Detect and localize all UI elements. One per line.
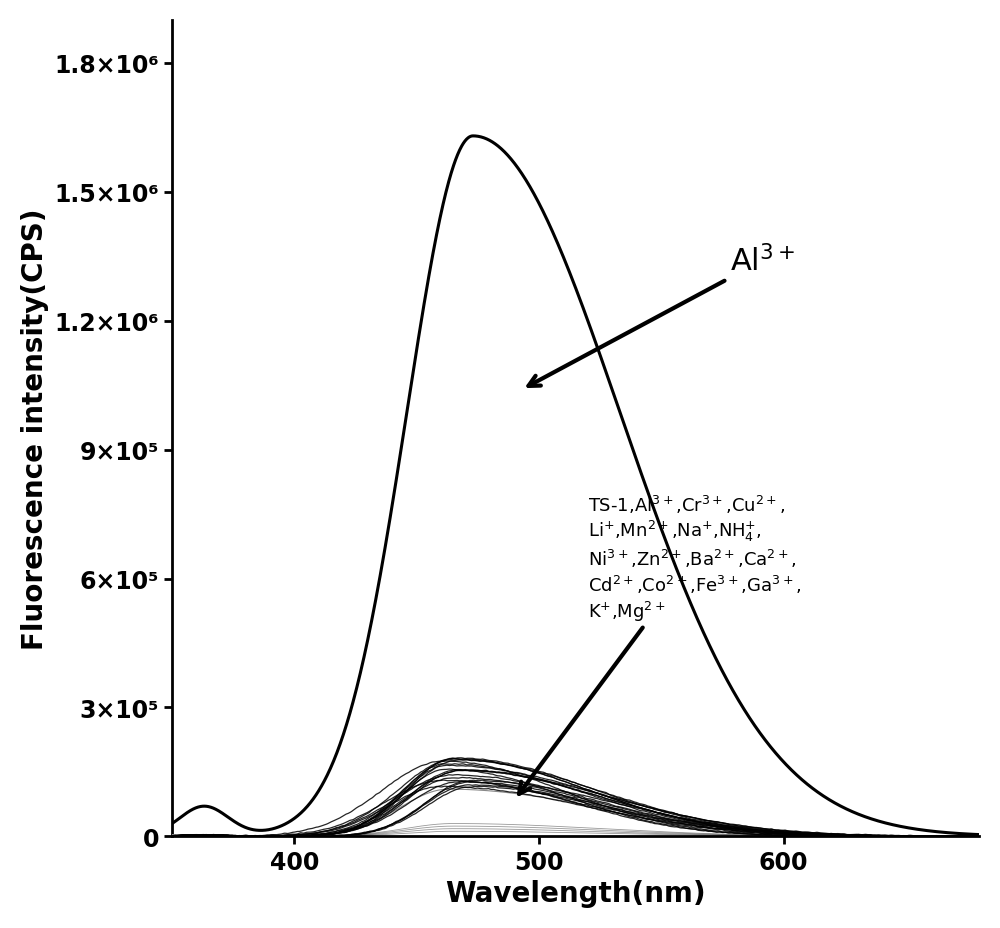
Text: TS-1,Al$^{3+}$,Cr$^{3+}$,Cu$^{2+}$,
Li$^{+}$,Mn$^{2+}$,Na$^{+}$,NH$_{4}^{+}$,
Ni: TS-1,Al$^{3+}$,Cr$^{3+}$,Cu$^{2+}$, Li$^… xyxy=(519,493,802,794)
Y-axis label: Fluorescence intensity(CPS): Fluorescence intensity(CPS) xyxy=(21,208,49,650)
Text: Al$^{3+}$: Al$^{3+}$ xyxy=(528,245,795,387)
X-axis label: Wavelength(nm): Wavelength(nm) xyxy=(445,879,706,908)
